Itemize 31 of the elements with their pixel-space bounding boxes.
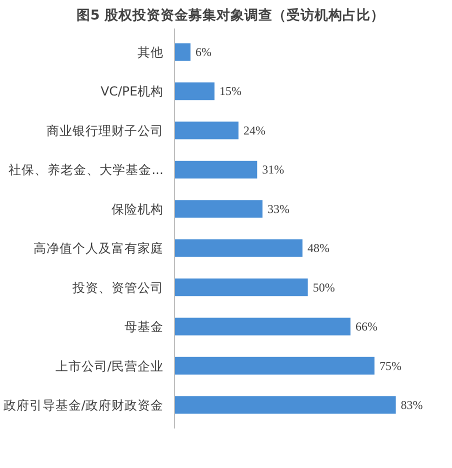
data-label: 50% bbox=[312, 280, 335, 294]
y-tick-label: VC/PE机构 bbox=[100, 84, 164, 99]
data-label: 31% bbox=[262, 162, 284, 177]
bar bbox=[174, 160, 258, 178]
data-label: 83% bbox=[400, 398, 423, 412]
bar bbox=[174, 82, 214, 100]
bar bbox=[174, 318, 350, 336]
data-label: 6% bbox=[196, 45, 212, 60]
bar bbox=[174, 43, 190, 61]
data-label: 15% bbox=[219, 84, 242, 98]
y-tick-label: 投资、资管公司 bbox=[72, 280, 164, 295]
chart-title: 图5 股权投资资金募集对象调查（受访机构占比） bbox=[76, 6, 384, 24]
y-tick-label: 商业银行理财子公司 bbox=[46, 122, 164, 138]
bar bbox=[174, 278, 308, 296]
data-label: 75% bbox=[379, 358, 402, 373]
bar bbox=[174, 239, 302, 257]
data-label: 24% bbox=[243, 123, 266, 138]
bar bbox=[174, 356, 374, 375]
y-tick-label: 社保、养老金、大学基金... bbox=[8, 162, 164, 178]
data-label: 48% bbox=[307, 241, 330, 256]
data-label: 33% bbox=[267, 202, 290, 216]
bar bbox=[174, 200, 262, 218]
y-tick-label: 政府引导基金/政府财政资金 bbox=[3, 397, 164, 412]
y-tick-label: 高净值个人及富有家庭 bbox=[34, 240, 164, 256]
y-tick-label: 母基金 bbox=[124, 319, 164, 334]
data-label: 66% bbox=[355, 320, 378, 334]
bar bbox=[174, 396, 396, 414]
y-tick-label: 其他 bbox=[138, 44, 164, 60]
y-tick-label: 保险机构 bbox=[112, 201, 164, 216]
bar bbox=[174, 122, 238, 140]
y-tick-label: 上市公司/民营企业 bbox=[55, 358, 164, 374]
